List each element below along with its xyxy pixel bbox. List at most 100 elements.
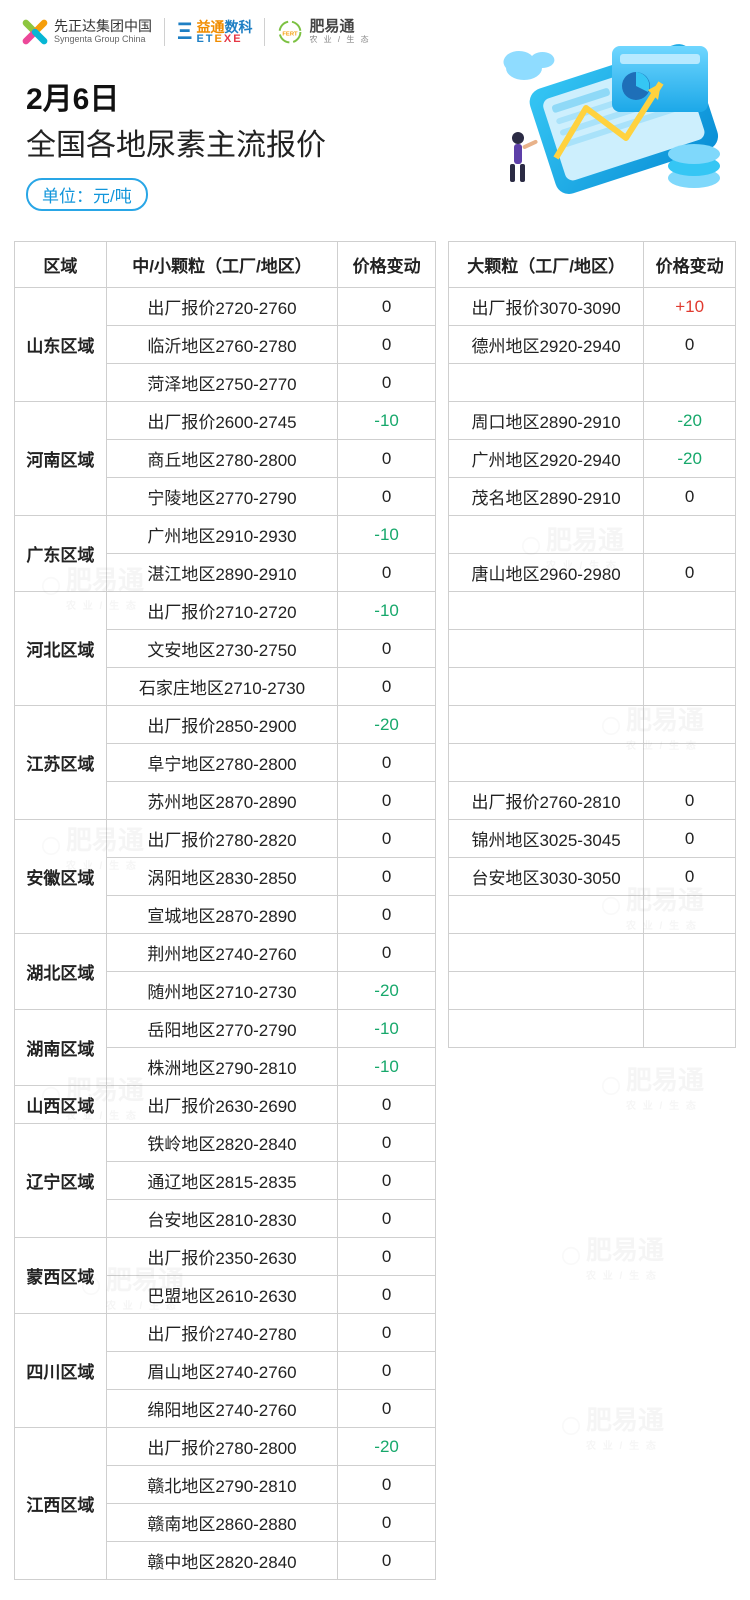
desc-cell: 台安地区3030-3050 [449,858,644,896]
change-cell: 0 [644,858,736,896]
change-cell: 0 [338,1086,436,1124]
change-cell: 0 [338,1162,436,1200]
desc-cell: 宣城地区2870-2890 [106,896,337,934]
table-row: 广州地区2920-2940-20 [449,440,736,478]
region-cell: 江苏区域 [15,706,107,820]
syngenta-cn: 先正达集团中国 [54,19,152,34]
table-row: 台安地区3030-30500 [449,858,736,896]
desc-cell: 赣南地区2860-2880 [106,1504,337,1542]
desc-cell: 出厂报价2780-2800 [106,1428,337,1466]
desc-cell [449,668,644,706]
table-row: 山西区域出厂报价2630-26900 [15,1086,436,1124]
change-cell: -20 [338,1428,436,1466]
change-cell: 0 [644,554,736,592]
change-cell: 0 [338,288,436,326]
change-cell: 0 [338,440,436,478]
fyt-icon: FERT [277,19,303,45]
table-row [449,896,736,934]
region-cell: 广东区域 [15,516,107,592]
change-cell: 0 [338,782,436,820]
desc-cell: 菏泽地区2750-2770 [106,364,337,402]
change-cell [644,592,736,630]
th-small-chg: 价格变动 [338,242,436,288]
change-cell: 0 [338,1314,436,1352]
desc-cell: 出厂报价3070-3090 [449,288,644,326]
change-cell: 0 [338,1352,436,1390]
desc-cell: 出厂报价2710-2720 [106,592,337,630]
change-cell: -10 [338,1048,436,1086]
desc-cell: 出厂报价2850-2900 [106,706,337,744]
change-cell: 0 [338,554,436,592]
desc-cell: 荆州地区2740-2760 [106,934,337,972]
desc-cell: 岳阳地区2770-2790 [106,1010,337,1048]
change-cell: 0 [338,820,436,858]
change-cell: -10 [338,516,436,554]
table-row: 出厂报价2760-28100 [449,782,736,820]
logo-separator [164,18,165,46]
table-row: 德州地区2920-29400 [449,326,736,364]
syngenta-en: Syngenta Group China [54,35,152,45]
desc-cell: 出厂报价2760-2810 [449,782,644,820]
desc-cell [449,592,644,630]
change-cell [644,896,736,934]
change-cell: 0 [338,896,436,934]
change-cell: 0 [338,630,436,668]
table-row [449,516,736,554]
table-large-granule: 大颗粒（工厂/地区） 价格变动 出厂报价3070-3090+10德州地区2920… [448,241,736,1048]
table-row [449,364,736,402]
change-cell: 0 [338,934,436,972]
etexe-icon: Ξ [177,18,192,46]
desc-cell: 出厂报价2740-2780 [106,1314,337,1352]
region-cell: 辽宁区域 [15,1124,107,1238]
table-row: 江苏区域出厂报价2850-2900-20 [15,706,436,744]
change-cell: +10 [644,288,736,326]
table-row: 锦州地区3025-30450 [449,820,736,858]
change-cell: 0 [338,1238,436,1276]
desc-cell [449,934,644,972]
table-row: 安徽区域出厂报价2780-28200 [15,820,436,858]
desc-cell [449,706,644,744]
unit-badge: 单位：元/吨 [26,178,148,211]
desc-cell: 出厂报价2350-2630 [106,1238,337,1276]
th-small-desc: 中/小颗粒（工厂/地区） [106,242,337,288]
report-date: 2月6日 [26,74,724,118]
region-cell: 山东区域 [15,288,107,402]
change-cell: -20 [338,706,436,744]
desc-cell [449,896,644,934]
table-row: 湖南区域岳阳地区2770-2790-10 [15,1010,436,1048]
etexe-en: ETEXE [196,34,252,45]
table-row: 湖北区域荆州地区2740-27600 [15,934,436,972]
desc-cell: 涡阳地区2830-2850 [106,858,337,896]
desc-cell: 周口地区2890-2910 [449,402,644,440]
region-cell: 四川区域 [15,1314,107,1428]
change-cell: 0 [338,364,436,402]
desc-cell: 出厂报价2630-2690 [106,1086,337,1124]
change-cell [644,516,736,554]
desc-cell: 出厂报价2600-2745 [106,402,337,440]
th-region: 区域 [15,242,107,288]
change-cell: 0 [338,326,436,364]
report-title: 全国各地尿素主流报价 [26,120,724,164]
fyt-cn: 肥易通 [309,19,370,36]
table-row [449,592,736,630]
price-tables: 区域 中/小颗粒（工厂/地区） 价格变动 山东区域出厂报价2720-27600临… [0,221,750,1600]
region-cell: 河北区域 [15,592,107,706]
change-cell: 0 [338,668,436,706]
header-logos: 先正达集团中国 Syngenta Group China Ξ 益通数科 ETEX… [0,0,750,46]
region-cell: 安徽区域 [15,820,107,934]
desc-cell: 湛江地区2890-2910 [106,554,337,592]
th-large-desc: 大颗粒（工厂/地区） [449,242,644,288]
change-cell: 0 [338,1200,436,1238]
svg-text:FERT: FERT [283,31,299,37]
syngenta-icon [22,19,48,45]
desc-cell [449,630,644,668]
change-cell [644,744,736,782]
table-small-granule: 区域 中/小颗粒（工厂/地区） 价格变动 山东区域出厂报价2720-27600临… [14,241,436,1580]
change-cell: 0 [644,820,736,858]
etexe-cn: 益通数科 [196,20,252,34]
region-cell: 河南区域 [15,402,107,516]
change-cell: 0 [338,1542,436,1580]
logo-separator [264,18,265,46]
change-cell: 0 [338,1124,436,1162]
desc-cell: 广州地区2910-2930 [106,516,337,554]
